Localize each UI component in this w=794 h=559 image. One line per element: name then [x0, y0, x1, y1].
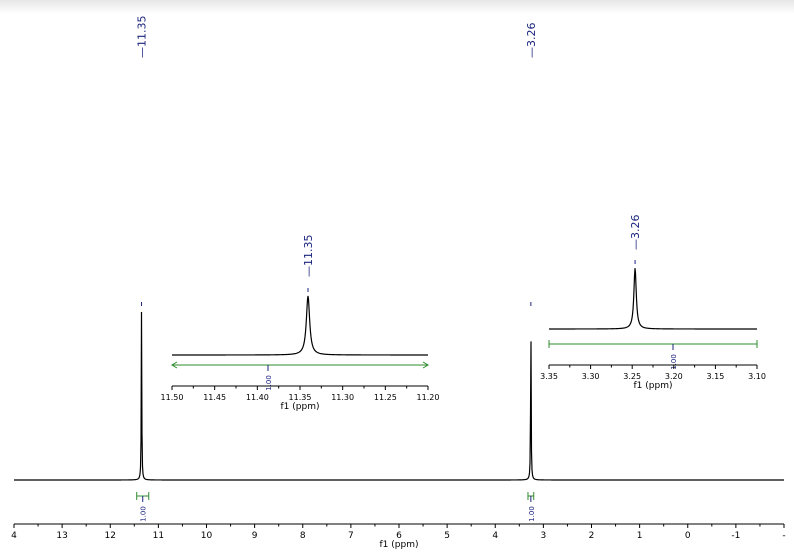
x-tick-label: 3.30: [582, 372, 600, 381]
integral-arrow: [422, 361, 429, 369]
x-tick-label: 3.35: [540, 372, 558, 381]
x-axis-label: f1 (ppm): [380, 540, 419, 550]
x-axis-label: f1 (ppm): [281, 402, 320, 412]
x-tick-label: 8: [300, 531, 306, 541]
x-tick-label: 11.30: [331, 393, 354, 402]
x-tick-label: 11: [153, 531, 164, 541]
x-tick-label: 11.35: [289, 393, 312, 402]
integral-value: 1.00: [265, 375, 273, 391]
integral-value: 1.00: [528, 506, 536, 522]
peak-label: —3.26: [525, 23, 538, 59]
x-tick-label: 11.50: [161, 393, 184, 402]
integral-arrow: [171, 361, 178, 369]
x-tick-label: 0: [685, 531, 691, 541]
x-tick-label: 2: [589, 531, 595, 541]
integral-value: 1.00: [670, 354, 678, 370]
x-tick-label: -: [782, 531, 785, 541]
x-tick-label: 5: [444, 531, 450, 541]
x-tick-label: 13: [56, 531, 67, 541]
spectrum-line: [549, 268, 757, 330]
peak-label: —11.35: [136, 16, 149, 59]
spectrum-line: [172, 295, 428, 356]
x-tick-label: 4: [492, 531, 498, 541]
x-tick-label: 3.25: [623, 372, 641, 381]
spectrum-line: [14, 311, 784, 481]
x-tick-label: 3: [541, 531, 547, 541]
x-axis-label: f1 (ppm): [634, 381, 673, 391]
x-tick-label: 12: [105, 531, 116, 541]
x-tick-label: 7: [348, 531, 354, 541]
x-tick-label: 11.25: [374, 393, 397, 402]
x-tick-label: 11.20: [417, 393, 440, 402]
x-tick-label: 11.40: [246, 393, 269, 402]
x-tick-label: 10: [201, 531, 213, 541]
x-tick-label: 3.15: [706, 372, 724, 381]
x-tick-label: 3.20: [665, 372, 683, 381]
x-tick-label: 11.45: [203, 393, 226, 402]
x-tick-label: 9: [252, 531, 258, 541]
peak-label: —3.26: [629, 215, 642, 251]
x-tick-label: 4: [11, 531, 17, 541]
x-tick-label: 1: [637, 531, 643, 541]
window-top-bar: [0, 0, 794, 14]
peak-label: —11.35: [302, 235, 315, 278]
integral-value: 1.00: [140, 506, 148, 522]
x-tick-label: 6: [396, 531, 402, 541]
x-tick-label: 3.10: [748, 372, 766, 381]
x-tick-label: -1: [731, 531, 740, 541]
